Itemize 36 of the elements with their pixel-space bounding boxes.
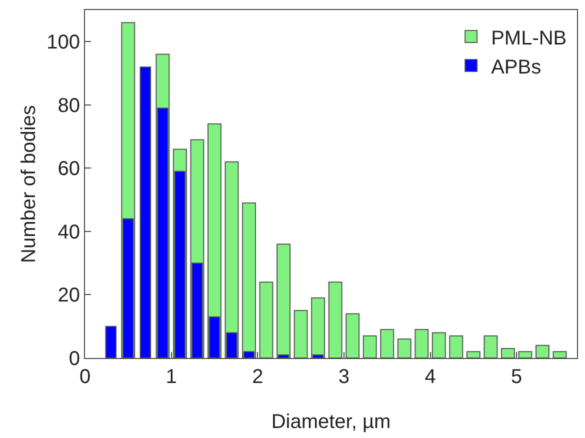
- bar: [397, 338, 412, 358]
- bar: [380, 329, 394, 358]
- bar: [536, 344, 550, 358]
- x-tick-label: 2: [252, 366, 264, 388]
- bar: [105, 326, 117, 358]
- bar: [484, 335, 498, 358]
- y-axis-title: Number of bodies: [18, 105, 40, 263]
- y-tick-label: 60: [58, 158, 80, 180]
- bar: [466, 351, 480, 358]
- bar: [449, 335, 464, 358]
- bar: [140, 66, 152, 358]
- legend-label: PML-NB: [491, 27, 567, 50]
- bar: [552, 351, 567, 358]
- y-tick-label: 40: [58, 221, 80, 244]
- bar: [346, 313, 360, 358]
- bar: [518, 351, 532, 358]
- legend-label: APBs: [491, 56, 542, 78]
- bar: [276, 244, 290, 358]
- x-tick-label: 1: [166, 366, 177, 388]
- bar: [362, 335, 377, 358]
- y-tick-label: 80: [58, 94, 80, 117]
- bar: [414, 329, 429, 358]
- y-tick-label: 100: [46, 32, 80, 54]
- bar: [432, 332, 446, 358]
- bar: [311, 297, 326, 358]
- bar: [242, 202, 256, 358]
- bar: [500, 348, 515, 358]
- bar: [294, 310, 308, 358]
- bar: [328, 282, 342, 358]
- x-tick-label: 3: [338, 366, 350, 388]
- bar: [259, 282, 274, 358]
- x-tick-label: 5: [511, 366, 522, 388]
- y-tick-label: 20: [58, 284, 80, 307]
- y-tick-label: 0: [68, 348, 80, 370]
- x-axis-title: Diameter, µm: [271, 411, 391, 433]
- x-tick-label: 4: [424, 366, 436, 388]
